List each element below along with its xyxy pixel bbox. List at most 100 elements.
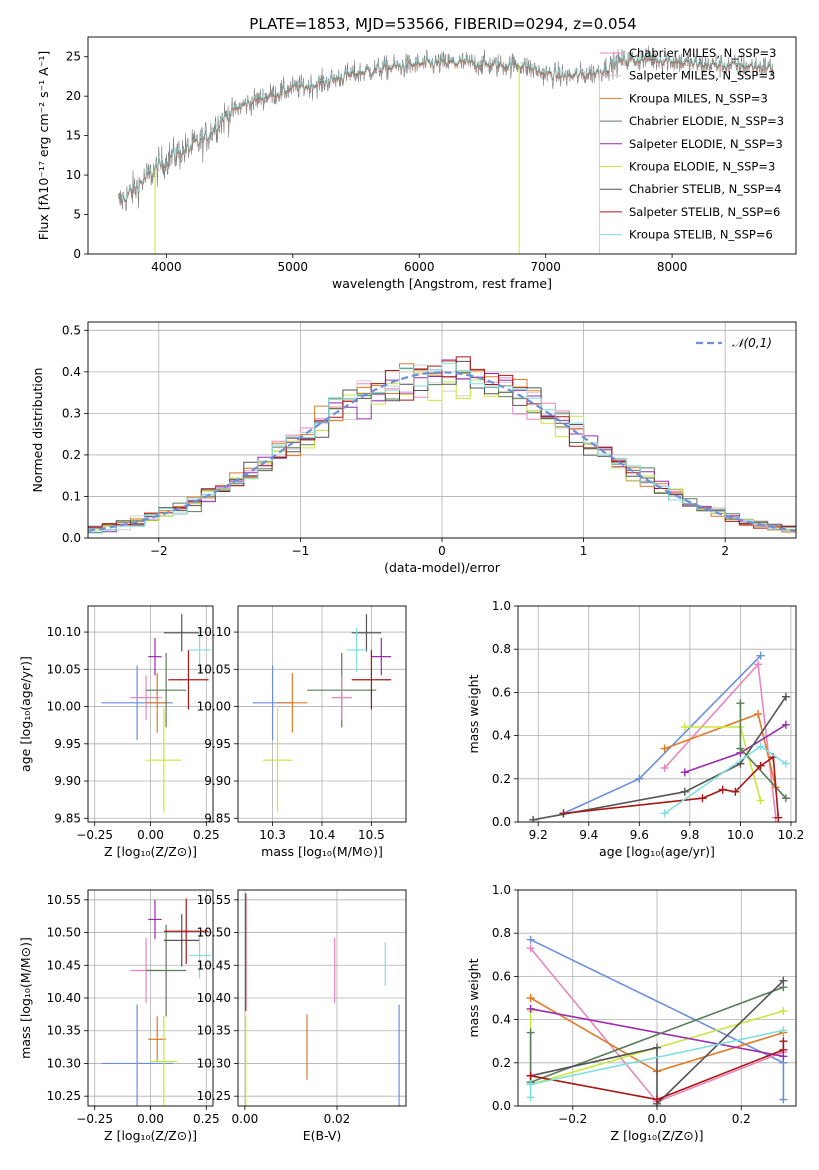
plot-area bbox=[529, 651, 790, 822]
x-tick-label: 6000 bbox=[404, 260, 435, 274]
weight-marker bbox=[779, 1095, 788, 1104]
plot-area bbox=[101, 614, 211, 813]
weight-marker bbox=[680, 722, 689, 731]
legend-entry: Chabrier MILES, N_SSP=3 bbox=[629, 46, 776, 60]
axes-frame bbox=[237, 889, 407, 1107]
weight-marker bbox=[718, 785, 727, 794]
weight-marker bbox=[754, 660, 763, 669]
x-axis-label: E(B-V) bbox=[303, 1128, 342, 1143]
weight-marker bbox=[526, 1028, 535, 1037]
legend-entry: Chabrier ELODIE, N_SSP=3 bbox=[629, 114, 784, 128]
weight-marker bbox=[526, 1004, 535, 1013]
x-tick-label: 0.25 bbox=[193, 1112, 220, 1126]
weight-marker bbox=[781, 720, 790, 729]
y-tick-label: 0.0 bbox=[492, 1099, 511, 1113]
weight-marker bbox=[731, 787, 740, 796]
plot-area bbox=[118, 45, 774, 254]
weight-marker bbox=[698, 794, 707, 803]
axes-frame bbox=[87, 605, 214, 823]
y-tick-label: 9.85 bbox=[204, 811, 231, 825]
x-tick-label: −1 bbox=[292, 544, 310, 558]
weight-marker bbox=[781, 692, 790, 701]
x-tick-label: 0.00 bbox=[137, 1112, 164, 1126]
y-axis-label: mass weight bbox=[466, 958, 481, 1037]
histogram-kroupa-elodie bbox=[88, 373, 796, 531]
axes-frame bbox=[87, 889, 214, 1107]
y-tick-label: 10.40 bbox=[197, 991, 231, 1005]
weight-marker bbox=[779, 1026, 788, 1035]
x-tick-label: 8000 bbox=[657, 260, 688, 274]
y-tick-label: 25 bbox=[66, 50, 81, 64]
y-tick-label: 20 bbox=[66, 89, 81, 103]
x-tick-label: 1 bbox=[580, 544, 588, 558]
y-tick-label: 9.85 bbox=[54, 811, 81, 825]
y-tick-label: 15 bbox=[66, 129, 81, 143]
weight-marker bbox=[526, 1093, 535, 1102]
y-tick-label: 1.0 bbox=[492, 883, 511, 897]
legend-entry: 𝒩(0,1) bbox=[732, 336, 772, 350]
y-tick-label: 10.25 bbox=[197, 1089, 231, 1103]
weight-marker bbox=[736, 699, 745, 708]
weight-marker bbox=[779, 1037, 788, 1046]
y-axis-label: Normed distribution bbox=[30, 368, 45, 493]
plot-area bbox=[88, 356, 796, 534]
y-tick-label: 10.35 bbox=[47, 1024, 81, 1038]
x-tick-label: −2 bbox=[150, 544, 168, 558]
x-tick-label: 10.3 bbox=[259, 828, 286, 842]
panel-residuals: −2 −1 0 1 2 0.0 0.1 0.2 0.3 0.4 0.5 (data-model)/er… bbox=[30, 321, 797, 575]
weight-marker bbox=[756, 796, 765, 805]
y-tick-label: 10 bbox=[66, 168, 81, 182]
plot-area bbox=[101, 898, 211, 1106]
y-tick-label: 10.40 bbox=[47, 991, 81, 1005]
panel-age-vs-Z: −0.25 0.00 0.25 9.85 9.90 9.95 10.00 10.05 10.10… bbox=[18, 605, 220, 859]
y-tick-label: 10.30 bbox=[197, 1056, 231, 1070]
weight-marker bbox=[680, 768, 689, 777]
weight-marker bbox=[736, 744, 745, 753]
weight-marker bbox=[680, 787, 689, 796]
y-axis-label: mass weight bbox=[466, 674, 481, 753]
weight-line bbox=[530, 1008, 784, 1058]
y-tick-label: 0.2 bbox=[492, 1056, 511, 1070]
x-axis-label: Z [log₁₀(Z/Z⊙)] bbox=[611, 1128, 704, 1143]
y-axis-label: age [log₁₀(age/yr)] bbox=[18, 656, 33, 772]
weight-marker bbox=[526, 1080, 535, 1089]
y-tick-label: 0.0 bbox=[492, 815, 511, 829]
y-tick-label: 10.45 bbox=[47, 958, 81, 972]
y-tick-label: 10.25 bbox=[47, 1089, 81, 1103]
y-tick-label: 10.30 bbox=[47, 1056, 81, 1070]
legend-entry: Salpeter MILES, N_SSP=3 bbox=[629, 69, 775, 83]
weight-marker bbox=[635, 774, 644, 783]
x-axis-label: Z [log₁₀(Z/Z⊙)] bbox=[104, 1128, 197, 1143]
legend-entry: Kroupa STELIB, N_SSP=6 bbox=[629, 228, 773, 242]
y-axis-label: mass [log₁₀(M/M⊙)] bbox=[18, 937, 33, 1059]
y-tick-label: 9.95 bbox=[204, 737, 231, 751]
plot-area bbox=[526, 935, 788, 1106]
x-tick-label: 7000 bbox=[530, 260, 561, 274]
x-axis-label: mass [log₁₀(M/M⊙)] bbox=[261, 844, 383, 859]
x-tick-label: 9.2 bbox=[529, 828, 548, 842]
weight-line bbox=[530, 980, 784, 1106]
x-tick-label: 0 bbox=[438, 544, 446, 558]
figure-title: PLATE=1853, MJD=53566, FIBERID=0294, z=0… bbox=[249, 15, 636, 33]
x-tick-label: 0.2 bbox=[732, 1112, 751, 1126]
x-axis-label: wavelength [Angstrom, rest frame] bbox=[332, 276, 552, 291]
x-tick-label: 9.6 bbox=[630, 828, 649, 842]
y-tick-label: 0.1 bbox=[62, 489, 81, 503]
y-tick-label: 0.5 bbox=[62, 323, 81, 337]
y-tick-label: 10.00 bbox=[197, 700, 231, 714]
x-tick-label: 10.4 bbox=[309, 828, 336, 842]
panel-mass-vs-EBV: 0.00 0.02 10.25 10.30 10.35 10.40 10.45 10.50 10… bbox=[197, 889, 407, 1143]
plot-area bbox=[245, 893, 400, 1106]
panel-weight-vs-age: 9.2 9.4 9.6 9.8 10.0 10.2 0.0 0.2 0.4 0.6 0.8 1.0 ag… bbox=[466, 599, 804, 859]
y-tick-label: 0.6 bbox=[492, 969, 511, 983]
x-tick-label: 0.00 bbox=[137, 828, 164, 842]
y-tick-label: 0.2 bbox=[62, 448, 81, 462]
x-tick-label: 10.5 bbox=[358, 828, 385, 842]
x-tick-label: 10.2 bbox=[778, 828, 805, 842]
x-axis-label: (data-model)/error bbox=[384, 560, 501, 575]
weight-marker bbox=[526, 944, 535, 953]
y-tick-label: 10.55 bbox=[47, 893, 81, 907]
y-tick-label: 10.10 bbox=[47, 625, 81, 639]
y-tick-label: 10.05 bbox=[47, 662, 81, 676]
y-tick-label: 0.6 bbox=[492, 685, 511, 699]
